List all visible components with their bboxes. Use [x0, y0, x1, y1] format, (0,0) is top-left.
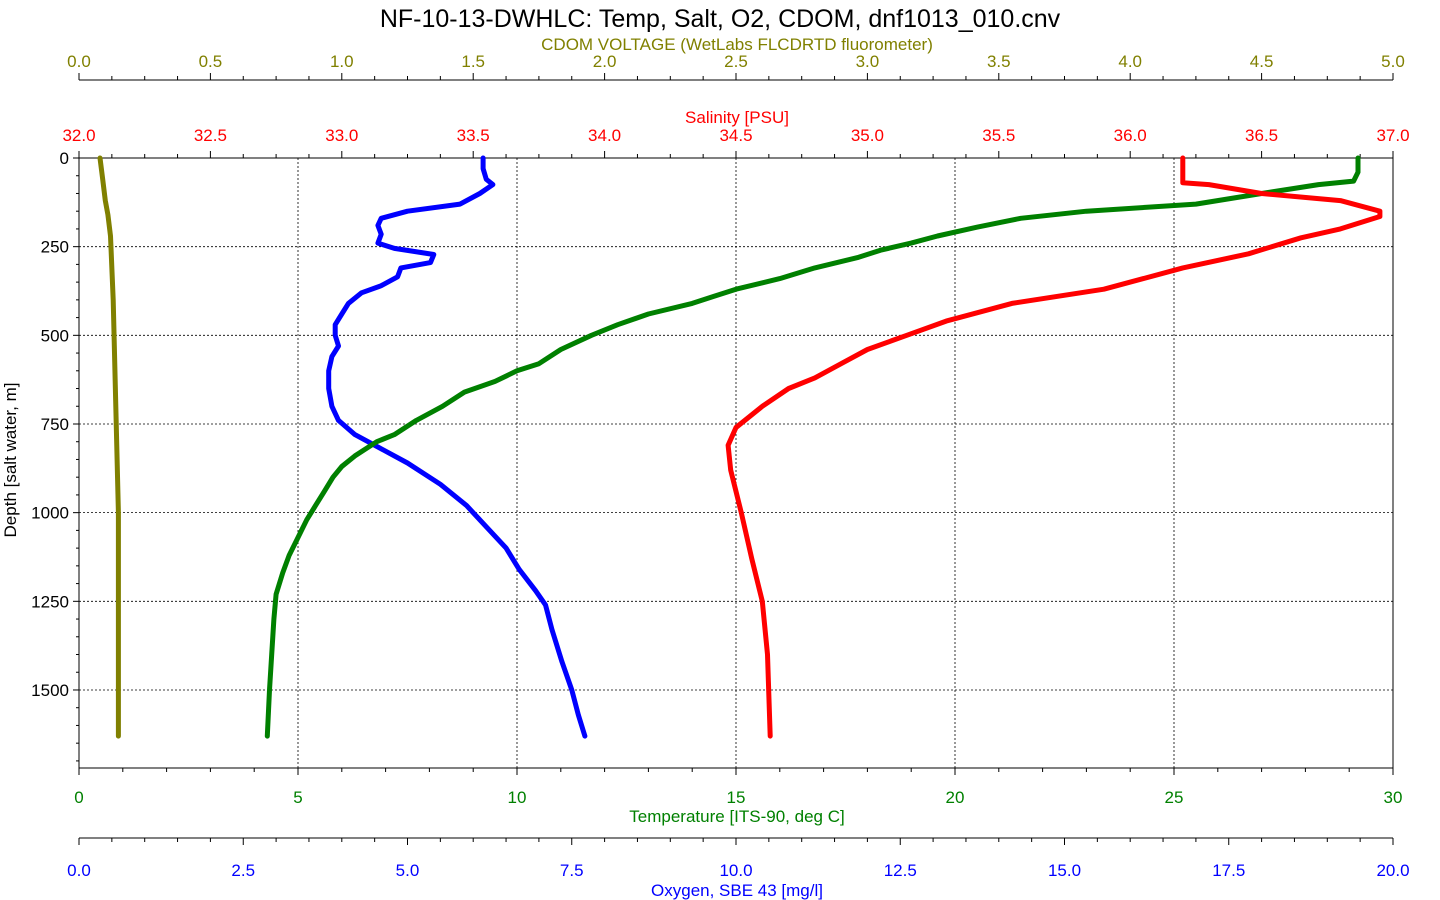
oxygen-tick-label: 7.5: [560, 861, 584, 880]
series-lines: [97, 155, 1383, 739]
oxygen-tick-label: 15.0: [1048, 861, 1081, 880]
depth-tick-label: 1000: [31, 504, 69, 523]
oxygen-profile-line: [326, 155, 588, 739]
cdom-tick-label: 0.5: [199, 52, 223, 71]
cdom-tick-label: 1.5: [461, 52, 485, 71]
depth-tick-label: 250: [41, 238, 69, 257]
salinity-tick-label: 34.5: [719, 126, 752, 145]
temperature-axis-label: Temperature [ITS-90, deg C]: [629, 807, 844, 826]
temperature-profile-line: [264, 155, 1361, 739]
depth-tick-label: 0: [60, 149, 69, 168]
cdom-tick-label: 5.0: [1381, 52, 1405, 71]
salinity-tick-label: 32.5: [194, 126, 227, 145]
temperature-tick-label: 20: [946, 788, 965, 807]
salinity-tick-label: 32.0: [62, 126, 95, 145]
salinity-tick-label: 35.0: [851, 126, 884, 145]
salinity-tick-label: 33.0: [325, 126, 358, 145]
depth-axis-label: Depth [salt water, m]: [1, 383, 20, 538]
temperature-tick-label: 25: [1165, 788, 1184, 807]
cdom-tick-label: 3.0: [856, 52, 880, 71]
oxygen-tick-label: 0.0: [67, 861, 91, 880]
grid-lines: [79, 158, 1393, 768]
salinity-axis-label: Salinity [PSU]: [685, 108, 789, 127]
salinity-tick-label: 34.0: [588, 126, 621, 145]
salinity-tick-label: 36.5: [1245, 126, 1278, 145]
cdom-tick-label: 3.5: [987, 52, 1011, 71]
cdom-tick-label: 4.5: [1250, 52, 1274, 71]
temperature-tick-label: 30: [1384, 788, 1403, 807]
cdom-tick-label: 1.0: [330, 52, 354, 71]
temperature-tick-label: 5: [293, 788, 302, 807]
cdom-tick-label: 2.5: [724, 52, 748, 71]
temperature-tick-label: 10: [508, 788, 527, 807]
salinity-tick-label: 37.0: [1376, 126, 1409, 145]
cdom-tick-label: 2.0: [593, 52, 617, 71]
temperature-tick-label: 15: [727, 788, 746, 807]
salinity-tick-label: 33.5: [457, 126, 490, 145]
oxygen-tick-label: 12.5: [884, 861, 917, 880]
oxygen-tick-label: 10.0: [719, 861, 752, 880]
cdom-axis-label: CDOM VOLTAGE (WetLabs FLCDRTD fluoromete…: [541, 35, 933, 54]
depth-tick-label: 750: [41, 415, 69, 434]
salinity-tick-label: 35.5: [982, 126, 1015, 145]
salinity-profile-line: [725, 155, 1383, 739]
cdom-tick-label: 4.0: [1118, 52, 1142, 71]
depth-tick-label: 1500: [31, 681, 69, 700]
oxygen-tick-label: 5.0: [396, 861, 420, 880]
oxygen-tick-label: 20.0: [1376, 861, 1409, 880]
cdom-profile-line: [97, 155, 121, 739]
depth-tick-label: 1250: [31, 592, 69, 611]
temperature-tick-label: 0: [74, 788, 83, 807]
oxygen-tick-label: 2.5: [231, 861, 255, 880]
depth-tick-label: 500: [41, 326, 69, 345]
salinity-tick-label: 36.0: [1114, 126, 1147, 145]
oxygen-axis-label: Oxygen, SBE 43 [mg/l]: [651, 881, 823, 900]
oxygen-tick-label: 17.5: [1212, 861, 1245, 880]
chart-title: NF-10-13-DWHLC: Temp, Salt, O2, CDOM, dn…: [380, 5, 1061, 33]
cdom-tick-label: 0.0: [67, 52, 91, 71]
